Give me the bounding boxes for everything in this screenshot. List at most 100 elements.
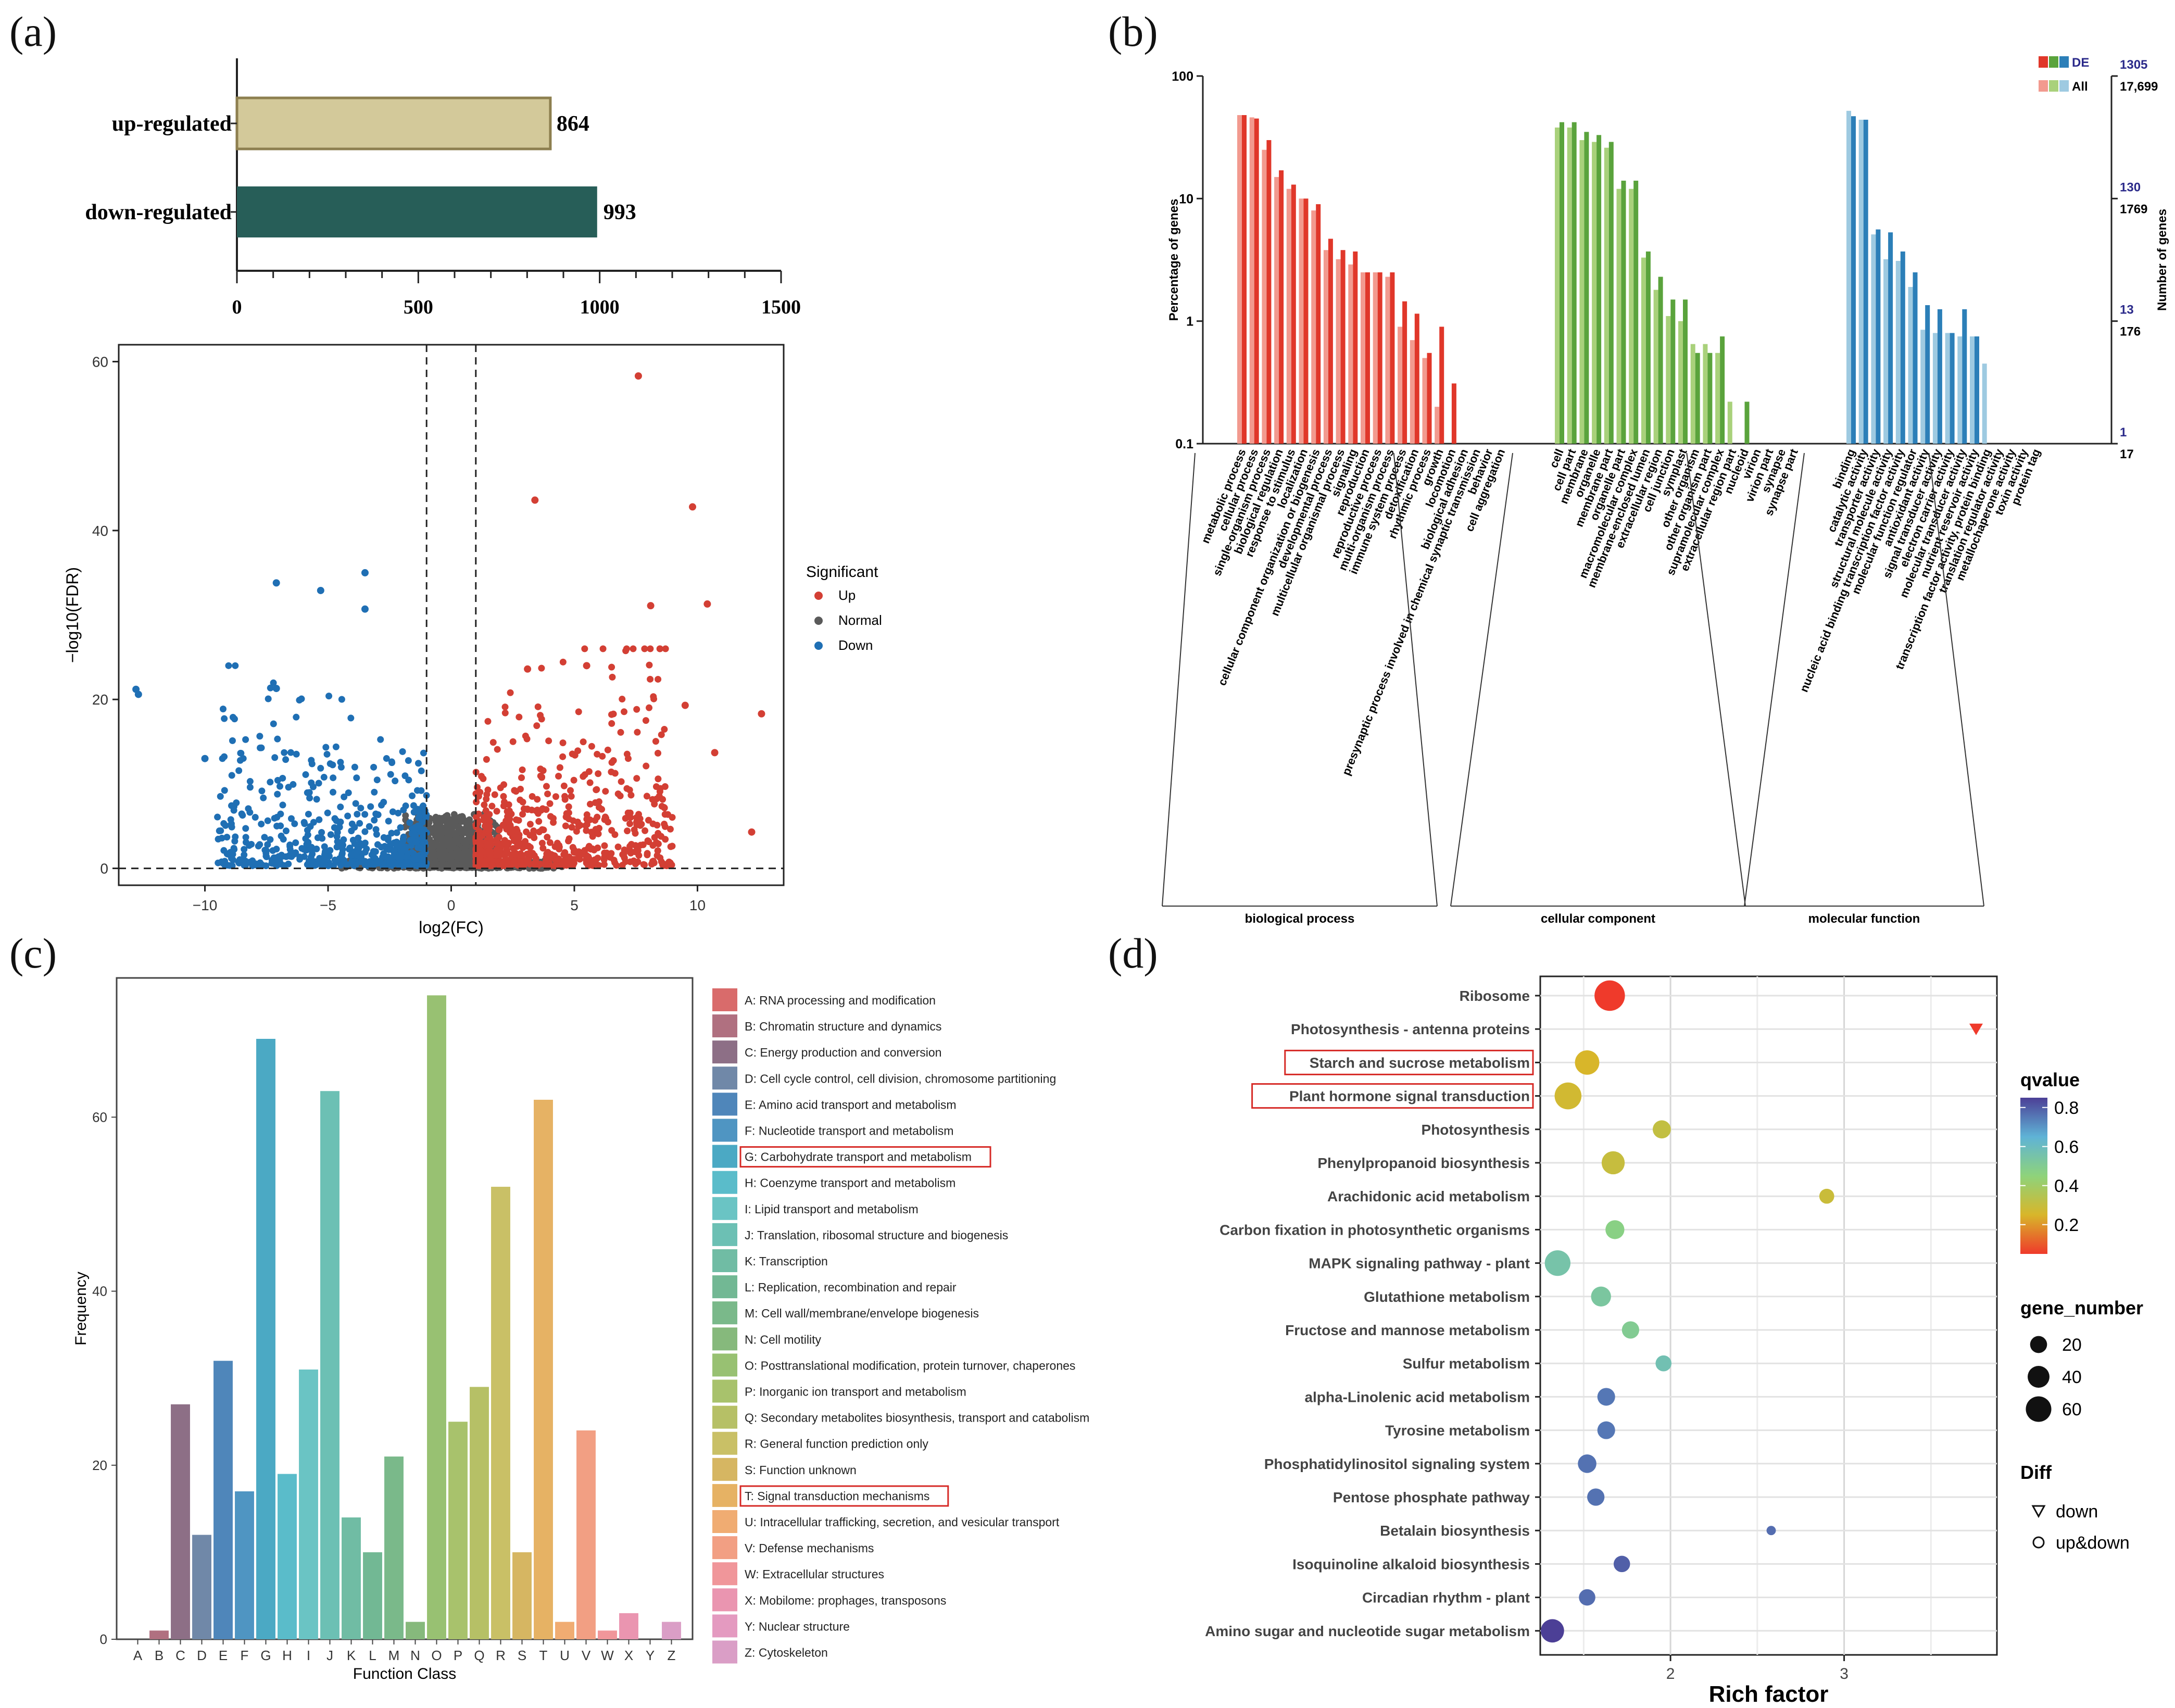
- point-up: [655, 675, 662, 683]
- kegg-plot-area: [1539, 975, 1998, 1656]
- point-up: [473, 798, 480, 806]
- point-down: [353, 849, 360, 857]
- point-up: [657, 854, 664, 861]
- point-normal: [444, 826, 451, 833]
- point-down: [420, 852, 427, 860]
- bar-p: [448, 1422, 468, 1639]
- point-up: [630, 857, 637, 864]
- legend-swatch-all: [2039, 80, 2048, 92]
- point-down: [277, 810, 284, 818]
- point-up: [681, 701, 689, 709]
- cog-plot-area: [116, 977, 694, 1640]
- point-ribosome: [1594, 980, 1625, 1011]
- legend-label-t: T: Signal transduction mechanisms: [745, 1489, 929, 1503]
- y-axis-title-right: Number of genes: [2155, 209, 2169, 311]
- point-up: [531, 852, 538, 859]
- bar-x: [619, 1613, 638, 1639]
- point-normal: [466, 816, 473, 823]
- right-tick-de: 1: [2120, 425, 2127, 439]
- point-down: [252, 813, 259, 821]
- point-up: [555, 855, 562, 862]
- point-down: [255, 843, 262, 850]
- group-label-cellular-component: cellular component: [1541, 912, 1655, 926]
- point-down: [201, 755, 209, 762]
- point-down: [270, 679, 277, 686]
- legend-label-h: H: Coenzyme transport and metabolism: [745, 1176, 956, 1190]
- bar-all-immune-system-process: [1398, 326, 1403, 444]
- point-normal: [461, 825, 469, 833]
- panel-c-cog-chart: A B C D E F G H I J K L M N O P Q R S T U V W X Y Z 0 20 40 60 Functio…: [72, 977, 1089, 1682]
- x-tick-label: T: [539, 1648, 548, 1663]
- point-normal: [461, 851, 469, 859]
- point-up: [546, 800, 554, 807]
- legend-qvalue-label: 0.4: [2054, 1176, 2079, 1196]
- point-down: [329, 761, 336, 769]
- point-down: [318, 828, 325, 836]
- point-up: [703, 600, 711, 608]
- point-down: [273, 822, 281, 830]
- bar-all-multicellular-organismal-process: [1336, 259, 1341, 444]
- bar-all-growth: [1435, 407, 1440, 444]
- bar-all-membrane: [1579, 140, 1585, 444]
- point-down: [262, 850, 270, 857]
- x-tick-label: G: [260, 1648, 271, 1663]
- point-up: [570, 859, 577, 866]
- bar-de-molecular-transducer-activity: [1962, 309, 1967, 444]
- y-tick-label: 1: [1186, 315, 1193, 329]
- point-down: [387, 840, 394, 848]
- panel-label-d: (d): [1108, 930, 1158, 977]
- point-up: [562, 822, 569, 830]
- bar-de-biological-regulation: [1279, 170, 1284, 444]
- point-up: [576, 856, 583, 863]
- point-up: [534, 703, 542, 710]
- point-up: [653, 822, 661, 829]
- bar-de-binding: [1851, 116, 1856, 444]
- point-down: [414, 760, 422, 767]
- point-down: [274, 790, 281, 798]
- point-down: [265, 695, 272, 702]
- point-down: [344, 812, 351, 820]
- point-up: [481, 858, 488, 865]
- y-axis-title-left: Percentage of genes: [1167, 199, 1181, 321]
- bar-de-transporter-activity: [1876, 229, 1881, 444]
- legend-label-a: A: RNA processing and modification: [745, 994, 936, 1007]
- point-up: [516, 840, 523, 847]
- legend-title: Significant: [806, 563, 878, 581]
- point-photosynthesis: [1652, 1120, 1671, 1139]
- point-down: [261, 834, 268, 841]
- point-down: [410, 825, 418, 832]
- point-down: [220, 847, 228, 854]
- legend-diff-title: Diff: [2020, 1462, 2052, 1483]
- point-down: [388, 830, 395, 837]
- point-up: [579, 849, 586, 857]
- point-down: [221, 753, 228, 760]
- x-tick-label: 0: [447, 897, 456, 913]
- point-down: [333, 844, 341, 851]
- bar-h: [278, 1474, 297, 1639]
- legend-swatch-n: [712, 1327, 737, 1351]
- point-down: [225, 662, 232, 669]
- legend-marker-up: [814, 592, 823, 600]
- bar-de-cellular-process: [1254, 118, 1259, 444]
- x-tick-label: I: [307, 1648, 310, 1663]
- x-tick-label: O: [431, 1648, 442, 1663]
- group-label-molecular-function: molecular function: [1808, 912, 1920, 926]
- legend-swatch-de: [2049, 56, 2058, 68]
- point-up: [650, 695, 658, 702]
- point-down: [347, 714, 355, 722]
- point-down: [336, 819, 343, 826]
- bar-all-response-to-stimulus: [1286, 189, 1291, 444]
- point-down: [238, 810, 245, 818]
- bar-de-multicellular-organismal-process: [1340, 250, 1346, 444]
- legend-diff-updown-marker: [2032, 1536, 2045, 1549]
- point-up: [567, 787, 574, 794]
- point-up: [493, 808, 500, 815]
- legend-swatch-j: [712, 1223, 737, 1246]
- point-up: [529, 793, 536, 800]
- point-up: [632, 848, 639, 856]
- point-down: [308, 760, 316, 768]
- bar-o: [427, 995, 446, 1639]
- right-tick-de: 13: [2120, 303, 2134, 317]
- point-down: [274, 735, 281, 743]
- point-down: [256, 733, 263, 740]
